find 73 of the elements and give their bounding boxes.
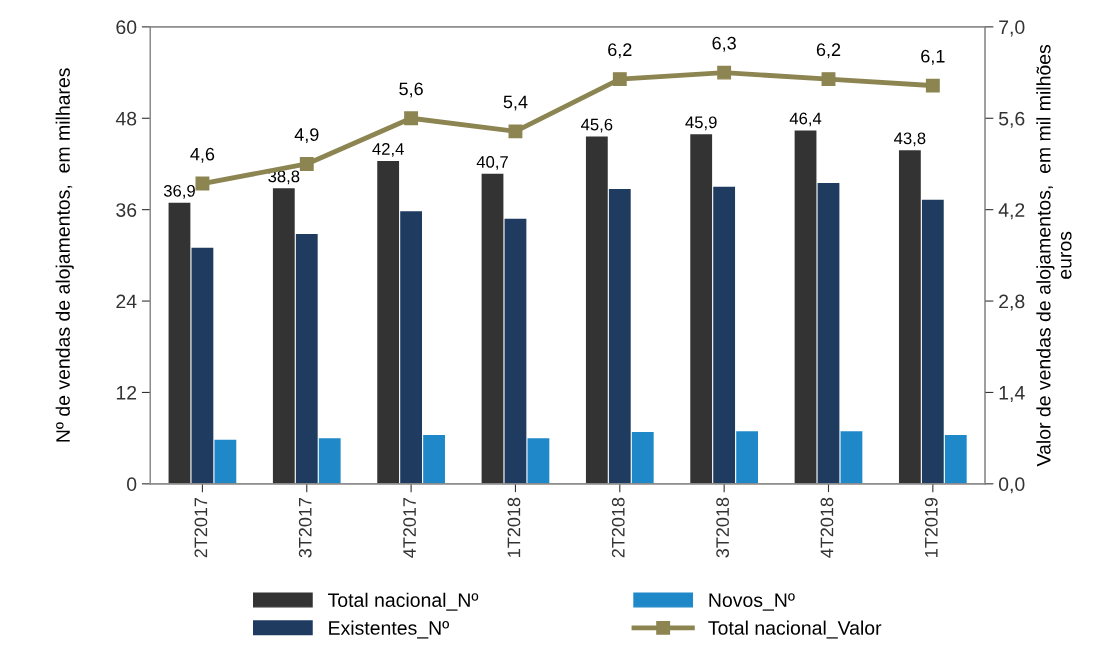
data-label: 42,4 <box>372 143 404 157</box>
data-label: 45,6 <box>581 118 613 133</box>
y2-axis-title: Valor de vendas de alojamentos, em mil milhões euros <box>1036 44 1072 467</box>
data-label: 6,2 <box>608 43 632 59</box>
x-tick-label: 4T2017 <box>403 497 416 558</box>
bar <box>295 234 318 484</box>
bar <box>944 435 967 484</box>
point <box>925 78 940 93</box>
bar <box>377 160 400 484</box>
bar <box>921 199 944 484</box>
data-label: 6,3 <box>712 36 736 52</box>
bar <box>504 218 527 484</box>
bar <box>272 188 295 484</box>
data-label: 43,8 <box>894 132 926 147</box>
bar <box>736 431 759 484</box>
bar <box>713 186 736 484</box>
legend-label: Novos_Nº <box>709 593 795 611</box>
legend-label: Total nacional_Nº <box>328 592 479 611</box>
x-tick-label: 3T2018 <box>716 497 729 558</box>
bar <box>585 136 608 484</box>
bar <box>794 130 817 484</box>
x-tick-label: 3T2017 <box>298 497 312 558</box>
data-label: 6,2 <box>816 43 841 59</box>
y2-tick-label: 2,8 <box>999 294 1025 311</box>
y2-tick-label: 5,6 <box>998 111 1025 128</box>
bar <box>608 189 631 484</box>
y-tick-label: 60 <box>116 20 137 35</box>
y2-tick-label: 7,0 <box>999 20 1025 37</box>
data-label: 46,4 <box>789 112 822 127</box>
bar <box>191 247 214 484</box>
legend-label: Existentes_Nº <box>329 620 450 639</box>
data-label: 4,9 <box>294 128 319 144</box>
bar <box>400 211 423 484</box>
x-tick-label: 2T2018 <box>611 497 625 558</box>
bar <box>690 134 713 484</box>
legend-label: Total nacional_Valor <box>708 620 882 639</box>
point <box>299 157 314 171</box>
x-tick-label: 1T2019 <box>924 497 938 557</box>
y2-tick-label: 1,4 <box>999 386 1025 402</box>
y2-tick-label: 4,2 <box>998 203 1025 220</box>
point <box>717 65 732 80</box>
y-tick-label: 12 <box>116 385 137 400</box>
bar <box>631 432 654 484</box>
data-label: 45,9 <box>685 116 717 131</box>
y-tick-label: 0 <box>127 477 137 492</box>
bar <box>168 202 191 484</box>
data-label: 5,6 <box>399 82 423 98</box>
point <box>821 72 836 87</box>
point <box>612 72 627 87</box>
data-label: 40,7 <box>476 155 508 170</box>
data-label: 36,9 <box>163 184 195 199</box>
y-tick-label: 36 <box>116 203 137 217</box>
x-tick-label: 2T2017 <box>194 497 208 558</box>
bar <box>527 438 550 484</box>
bar <box>318 438 341 484</box>
bar <box>840 431 863 484</box>
bar <box>481 173 504 484</box>
data-label: 6,1 <box>921 49 945 65</box>
x-tick-label: 1T2018 <box>507 497 521 557</box>
y2-tick-label: 0,0 <box>998 477 1025 494</box>
y-tick-label: 24 <box>116 294 137 309</box>
bar <box>817 183 840 484</box>
bar <box>898 150 921 484</box>
data-label: 4,6 <box>190 147 215 163</box>
bar <box>423 435 445 484</box>
y-tick-label: 48 <box>115 111 137 126</box>
point <box>404 111 419 126</box>
y-axis-title: Nº de vendas de alojamentos, em milhares <box>55 68 74 442</box>
data-label: 5,4 <box>503 95 528 111</box>
bar <box>214 439 237 484</box>
x-tick-label: 4T2018 <box>820 497 834 558</box>
point <box>508 124 523 139</box>
point <box>195 176 210 191</box>
